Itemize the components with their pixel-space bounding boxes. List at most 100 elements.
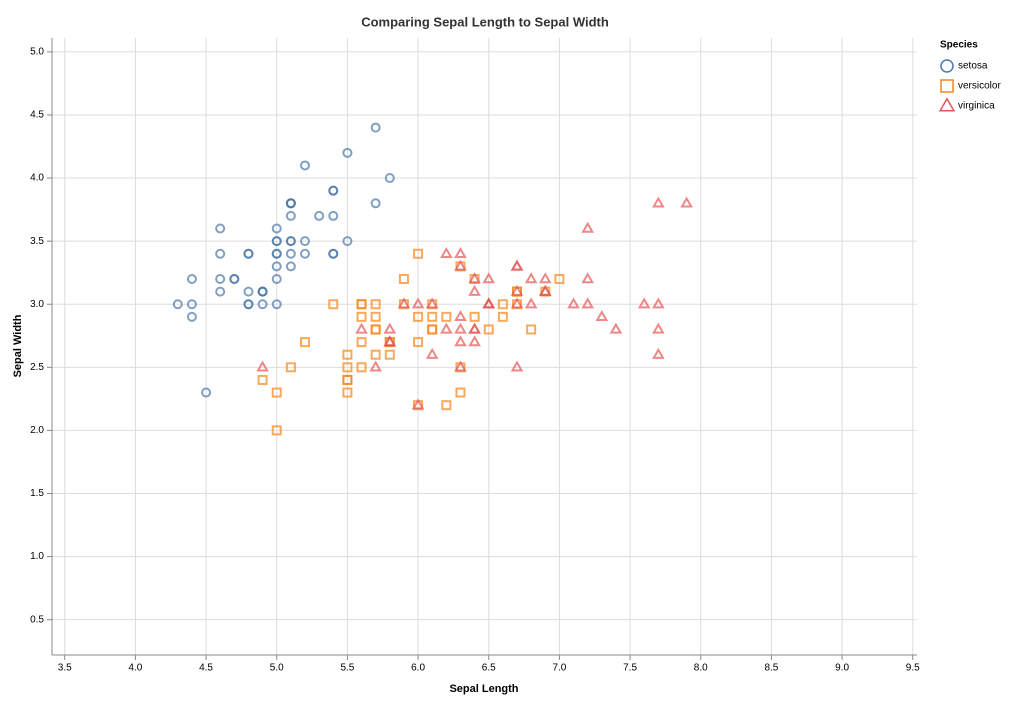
point: [581, 297, 595, 309]
point: [342, 236, 353, 247]
point: [538, 284, 552, 296]
point: [285, 198, 296, 209]
point: [427, 324, 438, 335]
point: [355, 322, 368, 334]
point: [637, 297, 651, 309]
point: [652, 297, 665, 309]
point: [581, 272, 595, 284]
point: [384, 173, 395, 184]
x-tick-label: 9.0: [835, 663, 849, 674]
point: [328, 299, 339, 310]
legend-symbol: [938, 97, 956, 112]
point: [299, 160, 310, 171]
point: [370, 349, 381, 360]
point: [384, 349, 395, 360]
point: [243, 286, 254, 297]
point: [328, 185, 339, 196]
point: [271, 223, 282, 234]
point: [468, 272, 481, 284]
point: [356, 299, 367, 310]
y-tick-label: 4.0: [30, 173, 44, 184]
point: [510, 284, 524, 296]
point: [271, 387, 282, 398]
point: [285, 261, 296, 272]
point: [524, 272, 538, 284]
point: [243, 248, 254, 259]
x-tick-label: 8.5: [764, 663, 778, 674]
x-axis-title: Sepal Length: [449, 683, 518, 695]
point: [469, 311, 480, 322]
x-tick-label: 4.0: [128, 663, 142, 674]
point: [482, 297, 496, 309]
point: [271, 425, 282, 436]
point: [454, 335, 467, 347]
y-tick-label: 2.0: [30, 425, 44, 436]
point: [468, 284, 481, 296]
point: [370, 122, 381, 133]
point: [510, 259, 524, 271]
point: [454, 246, 467, 258]
x-tick-label: 5.5: [340, 663, 354, 674]
point: [342, 362, 353, 373]
point: [383, 335, 397, 347]
point: [397, 297, 411, 309]
point: [526, 324, 537, 335]
point: [413, 311, 424, 322]
x-tick-label: 5.0: [270, 663, 284, 674]
point: [342, 349, 353, 360]
point: [440, 246, 453, 258]
point: [201, 387, 212, 398]
point: [186, 311, 197, 322]
point: [370, 299, 381, 310]
point: [427, 324, 438, 335]
x-tick-label: 6.0: [411, 663, 425, 674]
point: [356, 311, 367, 322]
point: [411, 398, 425, 410]
point: [342, 374, 353, 385]
point: [454, 310, 467, 322]
x-tick-label: 7.0: [552, 663, 566, 674]
point: [314, 210, 325, 221]
point: [652, 347, 665, 359]
x-tick-label: 7.5: [623, 663, 637, 674]
point: [243, 299, 254, 310]
y-tick-label: 3.5: [30, 236, 44, 247]
point: [609, 322, 623, 334]
legend-label: versicolor: [958, 81, 1001, 92]
point: [441, 400, 452, 411]
point: [581, 221, 595, 233]
point: [215, 286, 226, 297]
point: [271, 236, 282, 247]
x-tick-label: 8.0: [694, 663, 708, 674]
point: [411, 297, 425, 309]
point: [413, 337, 424, 348]
point: [271, 261, 282, 272]
point: [383, 322, 397, 334]
point: [257, 374, 268, 385]
legend-label: setosa: [958, 61, 988, 72]
point: [497, 311, 508, 322]
point: [538, 272, 552, 284]
point: [215, 223, 226, 234]
point: [285, 362, 296, 373]
point: [497, 299, 508, 310]
point: [328, 248, 339, 259]
point: [215, 248, 226, 259]
point: [215, 273, 226, 284]
point: [454, 259, 467, 271]
legend-title: Species: [940, 40, 978, 51]
point: [440, 322, 453, 334]
point: [427, 311, 438, 322]
legend-symbol: [940, 59, 954, 73]
point: [468, 322, 481, 334]
x-tick-label: 9.5: [906, 663, 920, 674]
x-tick-label: 4.5: [199, 663, 213, 674]
point: [567, 297, 580, 309]
point: [483, 324, 494, 335]
point: [271, 299, 282, 310]
point: [370, 311, 381, 322]
point: [285, 248, 296, 259]
point: [342, 147, 353, 158]
x-tick-label: 6.5: [482, 663, 496, 674]
point: [271, 248, 282, 259]
